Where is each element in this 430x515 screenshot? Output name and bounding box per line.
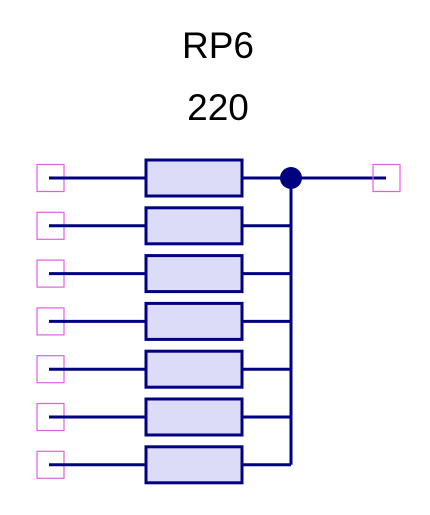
resistor-7 bbox=[144, 445, 244, 485]
resistor-6 bbox=[144, 397, 244, 437]
resistor-5 bbox=[144, 349, 244, 389]
value-label: 220 bbox=[187, 87, 249, 128]
junction-dot bbox=[280, 167, 302, 189]
resistor-network bbox=[36, 158, 401, 485]
resistor-4 bbox=[144, 301, 244, 341]
resistor-3 bbox=[144, 254, 244, 294]
resistor-1 bbox=[144, 158, 244, 198]
designator-label: RP6 bbox=[182, 25, 254, 66]
common-pin bbox=[372, 163, 401, 193]
resistor-2 bbox=[144, 206, 244, 246]
